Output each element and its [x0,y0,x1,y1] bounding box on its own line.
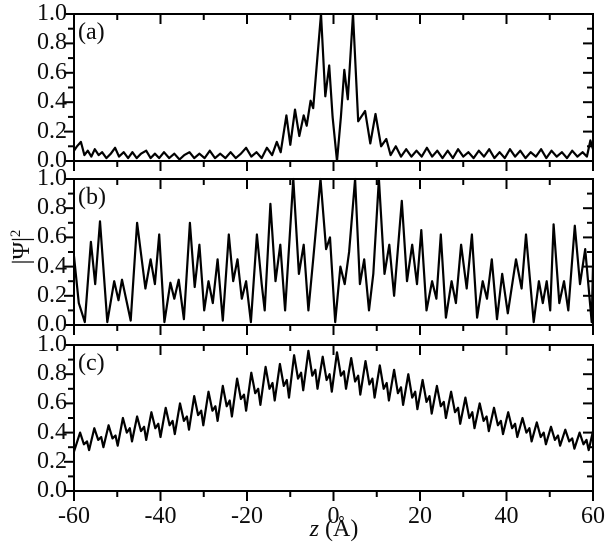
y-tick-label: 0.0 [37,477,67,503]
x-tick-label: -20 [231,503,263,529]
x-tick-label: 20 [408,503,432,529]
curve-c [74,349,593,453]
y-tick-label: 0.6 [37,223,67,250]
y-tick-label: 0.4 [37,252,67,279]
y-tick-label: 0.2 [37,117,67,144]
y-tick-label: 1.0 [37,0,67,26]
y-tick-label: 0.8 [37,29,67,56]
panel-frame [73,178,594,326]
panel-a-label: (a) [78,19,105,45]
panel-b-label: (b) [78,184,106,210]
y-tick-label: 0.4 [37,88,67,115]
panel-c-label: (c) [78,350,105,376]
y-tick-label: 0.2 [37,281,67,308]
x-axis-units: (Å) [319,516,359,542]
x-tick-label: -40 [144,503,177,529]
x-tick-label: 60 [581,503,605,529]
panel-frame [73,344,594,492]
x-tick-label: 0 [327,503,340,529]
curve-b [74,177,593,324]
y-tick-label: 0.4 [37,418,67,445]
curve-a [74,12,593,163]
panel-b [64,177,594,335]
y-tick-label: 0.2 [37,447,67,474]
x-tick-label: 40 [494,503,519,529]
y-tick-label: 0.8 [37,360,67,387]
y-tick-label: 0.6 [37,389,67,416]
panel-a [64,12,594,171]
y-tick-label: 0.6 [37,58,67,85]
y-tick-label: 0.0 [37,147,67,173]
y-tick-label: 0.8 [37,194,67,221]
y-tick-label: 0.0 [37,311,67,337]
panel-frame [73,13,594,162]
x-axis-title: z (Å) [310,517,359,541]
x-tick-label: -60 [58,503,90,529]
x-axis-variable: z [309,516,320,542]
y-tick-label: 1.0 [37,165,67,191]
y-tick-label: 1.0 [37,331,67,357]
panel-c [64,344,594,501]
